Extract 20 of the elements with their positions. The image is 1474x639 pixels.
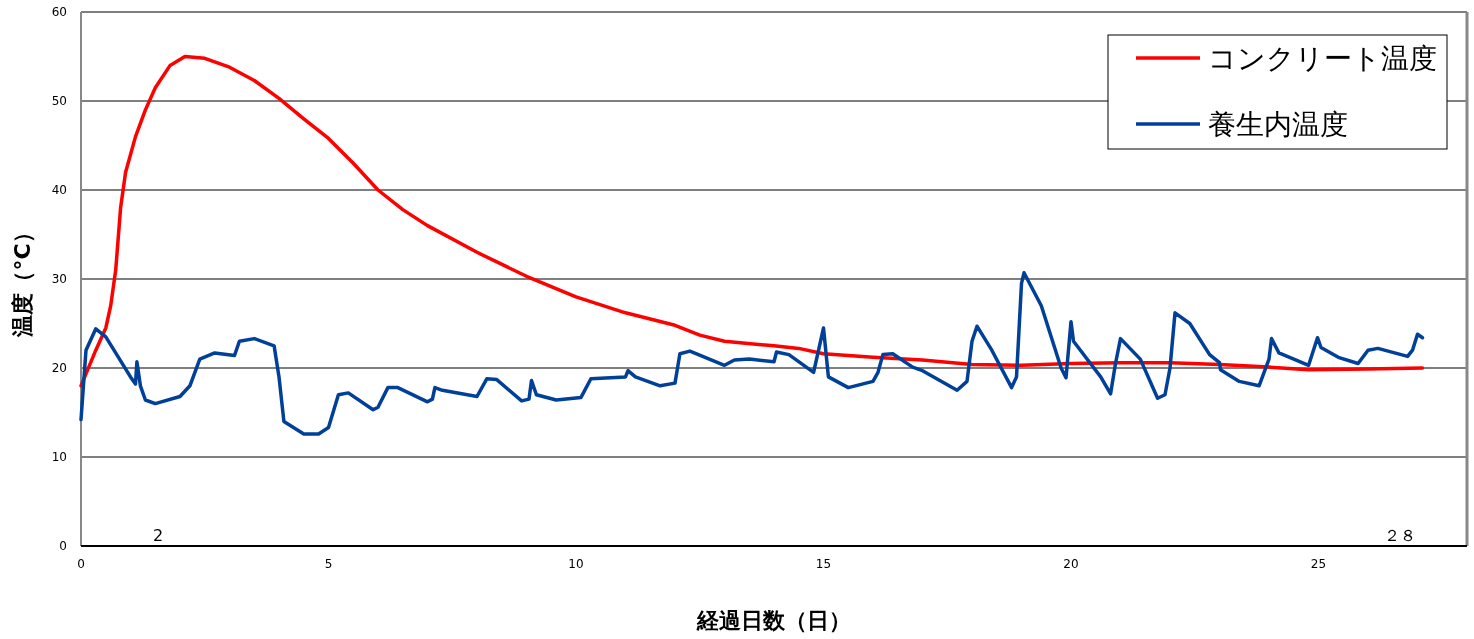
y-axis-title: 温度（°C）: [10, 221, 35, 338]
x-tick-label: 0: [77, 557, 85, 571]
x-tick-label: 20: [1063, 557, 1079, 571]
y-tick-label: 30: [51, 272, 67, 286]
x-tick-label: 5: [324, 557, 333, 571]
y-tick-label: 10: [51, 450, 67, 464]
legend-label: 養生内温度: [1208, 108, 1348, 141]
x-tick-label: 25: [1310, 557, 1327, 571]
line-series: [79, 271, 1425, 436]
x-axis-title: 経過日数（日）: [696, 608, 851, 633]
y-tick-label: 50: [51, 94, 67, 108]
y-tick-label: 40: [51, 183, 67, 197]
annotation: 2: [152, 526, 164, 545]
annotation: ２８: [1384, 526, 1416, 545]
y-tick-label: 60: [51, 5, 67, 19]
x-tick-label: 15: [815, 557, 832, 571]
y-tick-label: 0: [59, 539, 67, 553]
y-tick-label: 20: [51, 361, 67, 375]
x-tick-label: 10: [568, 557, 584, 571]
legend-label: コンクリート温度: [1208, 42, 1437, 75]
